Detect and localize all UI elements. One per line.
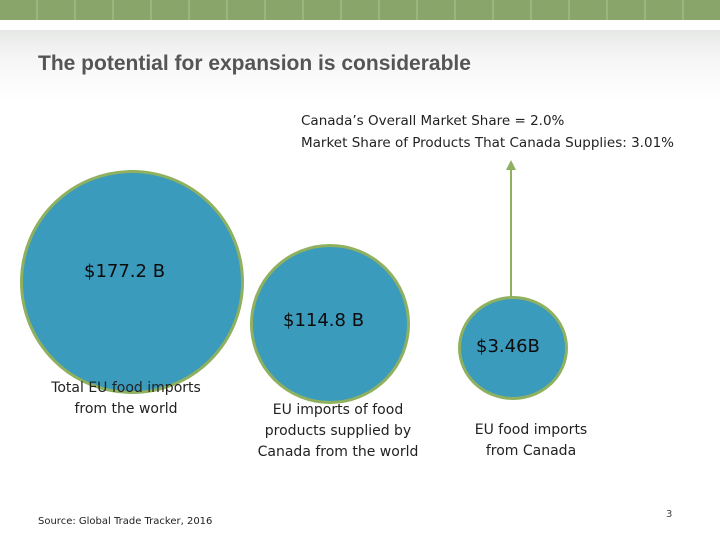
bubble-total-eu-imports: [20, 170, 244, 394]
label-line: from the world: [74, 401, 178, 417]
label-total-eu-imports: Total EU food imports from the world: [26, 378, 226, 420]
bubble-value-eu-imports-from-canada: $3.46B: [476, 336, 540, 357]
label-eu-imports-from-canada: EU food imports from Canada: [446, 420, 616, 462]
overall-market-share: Canada’s Overall Market Share = 2.0%: [301, 113, 565, 129]
label-line: Total EU food imports: [51, 380, 201, 396]
products-market-share: Market Share of Products That Canada Sup…: [301, 135, 674, 151]
growth-arrow-head: [506, 160, 516, 170]
source-note: Source: Global Trade Tracker, 2016: [38, 516, 213, 527]
page-title: The potential for expansion is considera…: [38, 52, 471, 75]
bubble-value-eu-imports-canada-products: $114.8 B: [283, 310, 365, 331]
label-line: EU imports of food: [272, 402, 404, 418]
bubble-eu-imports-canada-products: [250, 244, 410, 404]
growth-arrow: [506, 160, 516, 298]
bubble-eu-imports-from-canada: [458, 296, 568, 400]
label-line: EU food imports: [474, 422, 588, 438]
market-share-stats: Canada’s Overall Market Share = 2.0% Mar…: [301, 110, 674, 154]
page-number: 3: [666, 509, 673, 520]
label-line: Canada from the world: [257, 444, 419, 460]
header-band: [0, 0, 720, 20]
label-eu-imports-canada-products: EU imports of food products supplied by …: [240, 400, 436, 463]
title-bar: [0, 30, 720, 102]
bubble-value-total-eu-imports: $177.2 B: [84, 261, 166, 282]
label-line: from Canada: [485, 443, 577, 459]
label-line: products supplied by: [264, 423, 412, 439]
